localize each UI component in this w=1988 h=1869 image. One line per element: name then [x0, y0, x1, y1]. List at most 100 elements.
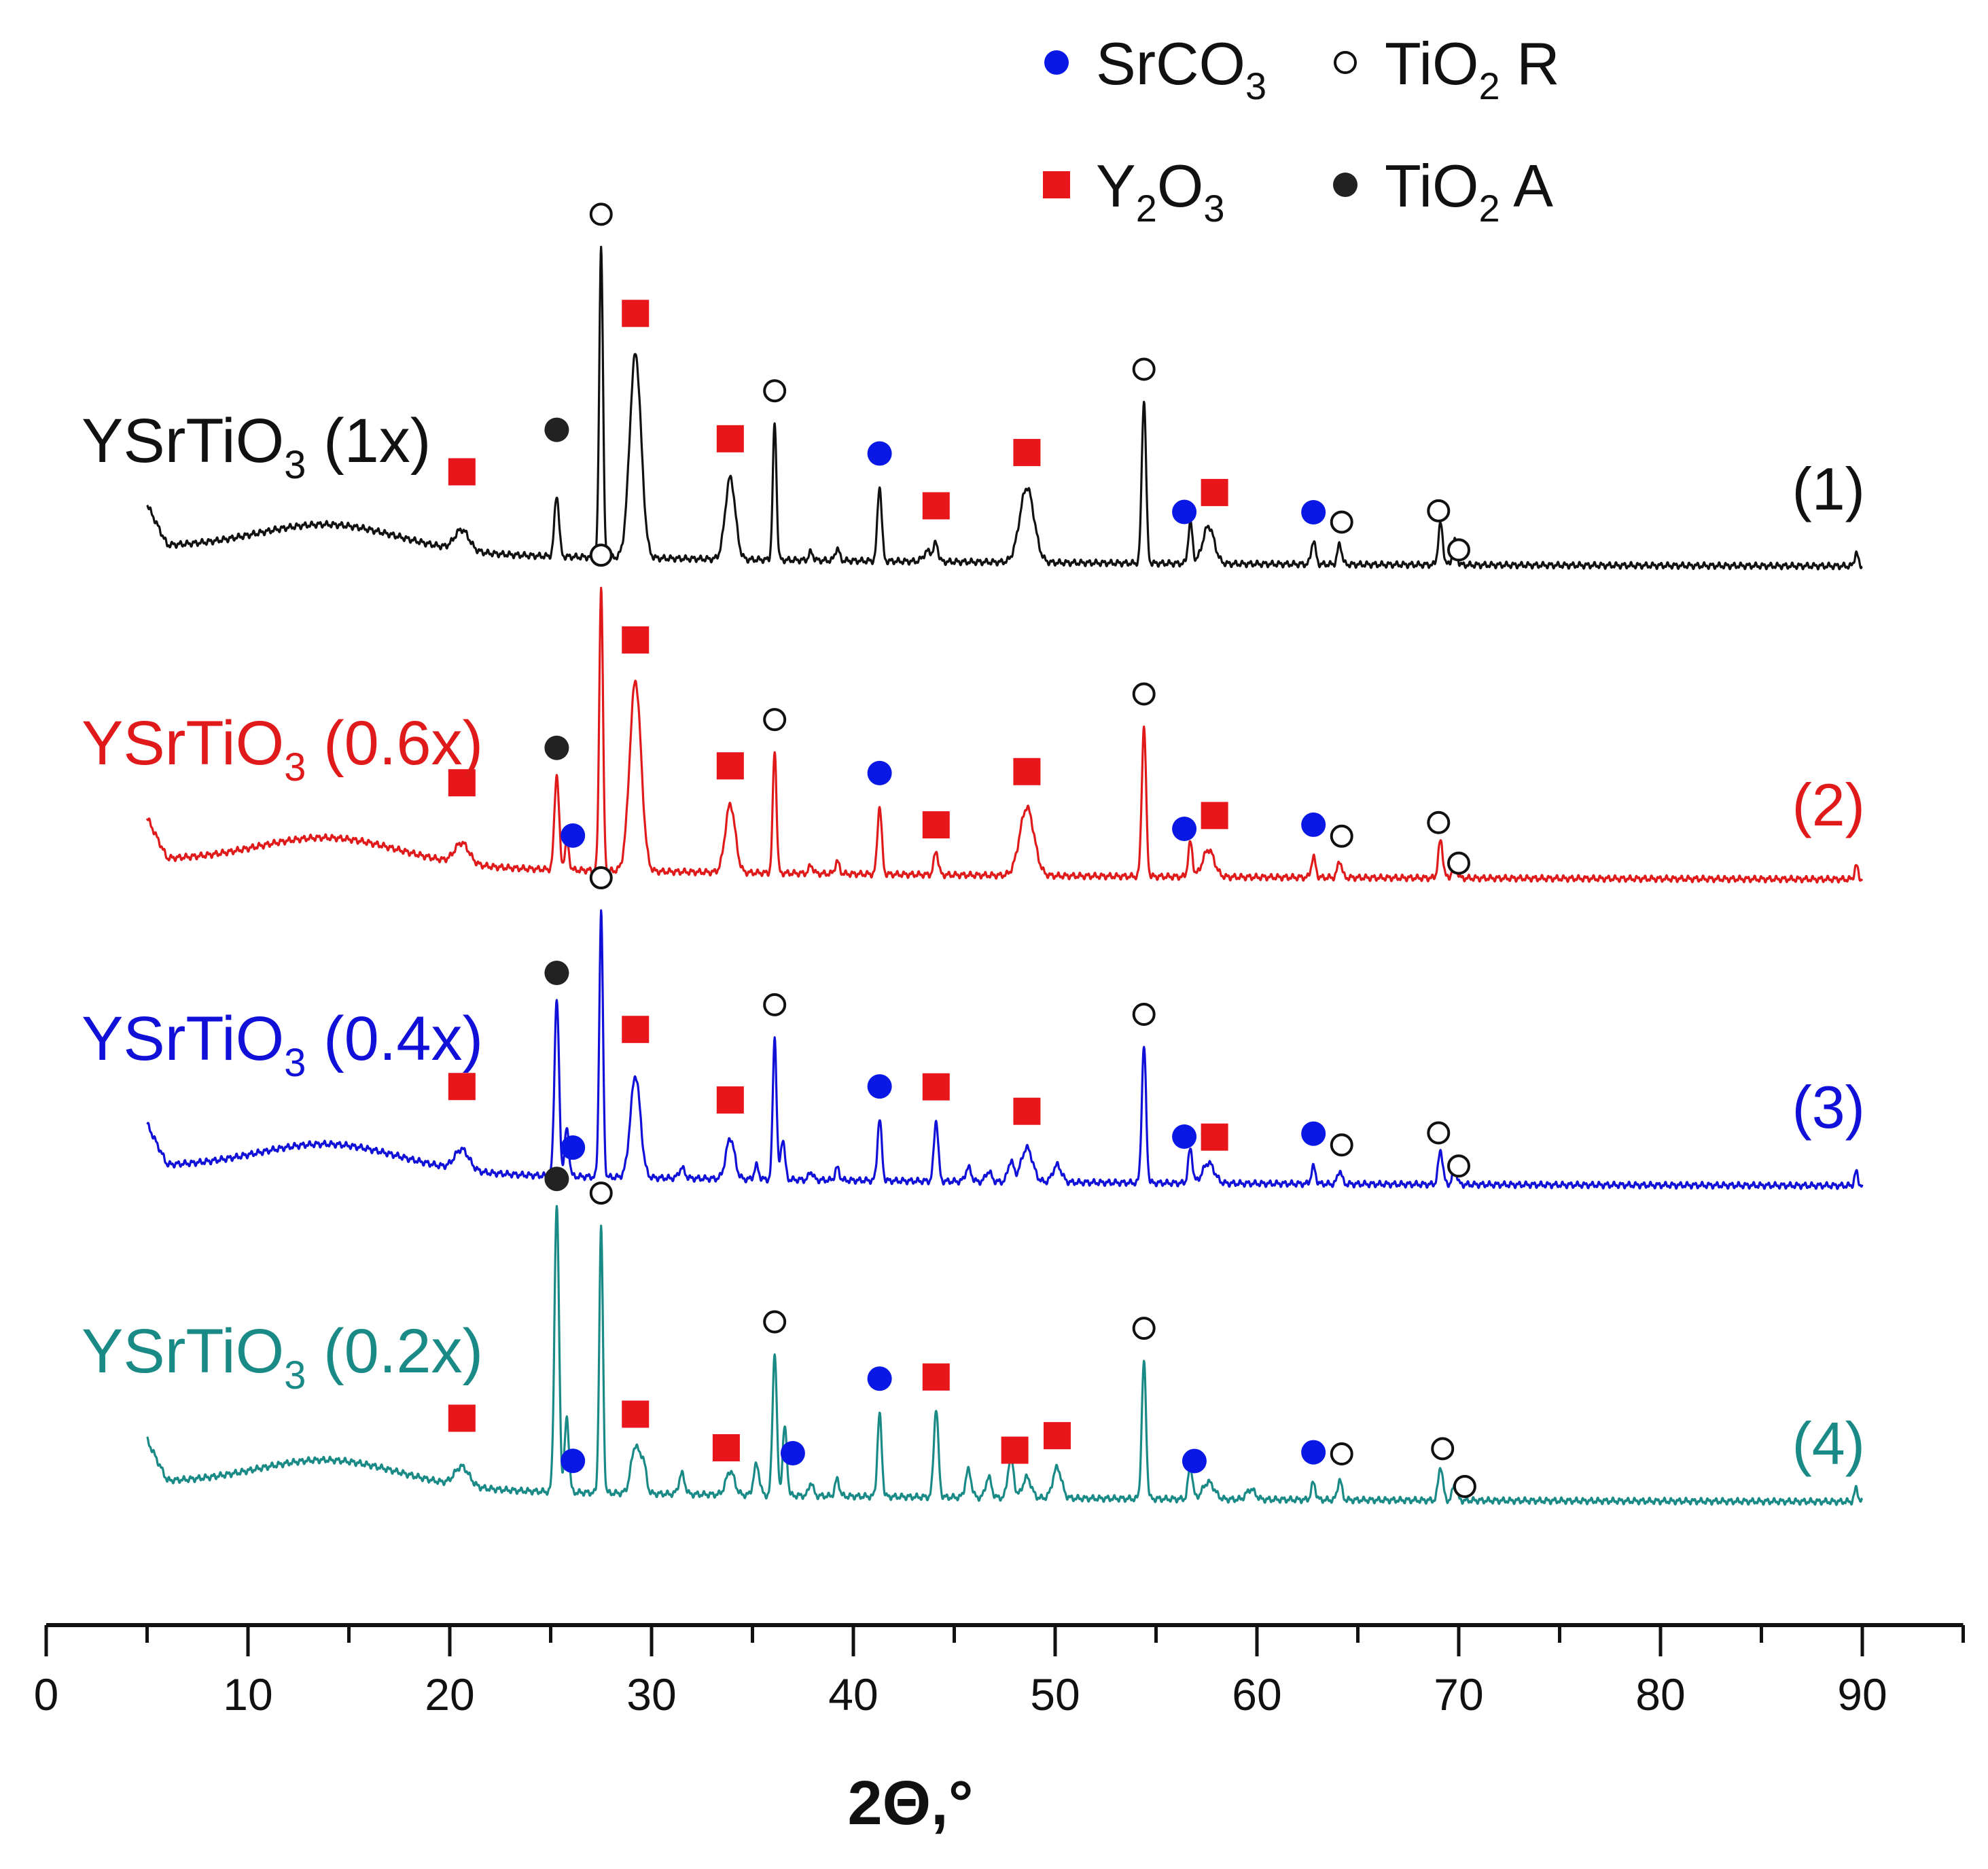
- x-tick-label: 30: [626, 1669, 676, 1720]
- peak-marker-srco3: [1172, 499, 1197, 524]
- legend-item-srco3: SrCO3: [1044, 30, 1266, 107]
- peak-marker-y2o3: [1013, 1097, 1041, 1125]
- series-line-s4: [146, 1205, 1864, 1506]
- peak-marker-y2o3: [716, 752, 744, 780]
- peak-marker-tio2a: [544, 960, 569, 985]
- series-label-s2: YSrTiO3 (0.6x): [82, 709, 483, 789]
- peak-marker-tio2r: [589, 1181, 613, 1205]
- series-number-s1: (1): [1792, 455, 1865, 522]
- peak-marker-srco3: [1172, 817, 1197, 842]
- peak-marker-srco3: [1301, 1440, 1326, 1465]
- series-label-s1: YSrTiO3 (1x): [82, 406, 431, 487]
- legend: SrCO3 TiO2 R Y2O3 TiO2 A: [1043, 30, 1560, 230]
- peak-marker-y2o3: [622, 300, 650, 327]
- peak-marker-y2o3: [448, 1404, 476, 1432]
- peak-marker-tio2r: [1132, 682, 1156, 706]
- peak-marker-y2o3: [1201, 478, 1228, 506]
- peak-marker-y2o3: [1013, 439, 1041, 467]
- legend-marker-tio2a: [1333, 173, 1357, 197]
- peak-marker-srco3: [867, 1074, 892, 1099]
- peak-marker-y2o3: [922, 811, 950, 839]
- series-s2: YSrTiO3 (0.6x) (2): [82, 544, 1865, 884]
- peak-marker-y2o3: [1013, 758, 1041, 785]
- legend-label: TiO2 A: [1385, 152, 1553, 230]
- peak-marker-tio2a: [544, 417, 569, 442]
- series-s1: YSrTiO3 (1x) (1): [82, 202, 1865, 571]
- series-line-s1: [146, 245, 1863, 571]
- x-tick-label: 80: [1635, 1669, 1685, 1720]
- peak-marker-tio2r: [1447, 851, 1470, 875]
- x-tick-label: 10: [223, 1669, 272, 1720]
- peak-marker-tio2r: [1447, 1154, 1470, 1178]
- x-tick-label: 0: [34, 1669, 59, 1720]
- series-layer: YSrTiO3 (1x)(1)YSrTiO3 (0.6x)(2)YSrTiO3 …: [82, 202, 1865, 1506]
- x-tick-label: 40: [828, 1669, 878, 1720]
- peak-marker-tio2r: [1427, 811, 1451, 834]
- peak-marker-tio2r: [763, 1310, 787, 1334]
- peak-marker-tio2r: [1330, 510, 1353, 534]
- peak-marker-srco3: [1301, 1121, 1326, 1146]
- peak-marker-tio2r: [1453, 1474, 1476, 1498]
- x-tick-label: 60: [1232, 1669, 1281, 1720]
- legend-marker-y2o3: [1043, 171, 1070, 198]
- peak-marker-srco3: [780, 1441, 805, 1466]
- peak-marker-tio2r: [589, 544, 613, 567]
- x-tick-label: 50: [1030, 1669, 1080, 1720]
- series-label-s4: YSrTiO3 (0.2x): [82, 1317, 483, 1398]
- x-tick-label: 70: [1434, 1669, 1483, 1720]
- peak-marker-srco3: [561, 1448, 586, 1474]
- x-axis: 0 10 20 30 40 50 60 70 80 90: [34, 1623, 1965, 1720]
- peak-marker-y2o3: [922, 492, 950, 520]
- series-line-s3: [146, 909, 1864, 1190]
- x-axis-title: 2Θ,°: [847, 1768, 973, 1838]
- legend-label: Y2O3: [1096, 152, 1224, 230]
- peak-marker-srco3: [867, 441, 892, 466]
- peak-marker-tio2r: [1132, 357, 1156, 381]
- peak-marker-y2o3: [922, 1073, 950, 1101]
- peak-marker-y2o3: [622, 626, 650, 654]
- legend-marker-srco3: [1044, 50, 1069, 75]
- peak-marker-tio2r: [1330, 1442, 1353, 1466]
- peak-marker-tio2r: [1447, 538, 1470, 562]
- legend-item-tio2r: TiO2 R: [1334, 30, 1560, 107]
- peak-marker-y2o3: [1201, 1123, 1228, 1151]
- peak-marker-tio2r: [763, 708, 787, 732]
- x-tick-label: 90: [1837, 1669, 1887, 1720]
- peak-marker-tio2a: [544, 1167, 569, 1192]
- peak-marker-y2o3: [448, 458, 476, 486]
- peak-marker-tio2r: [1330, 1133, 1353, 1157]
- peak-marker-y2o3: [622, 1400, 650, 1428]
- peak-marker-y2o3: [922, 1363, 950, 1391]
- peak-marker-tio2r: [763, 993, 787, 1016]
- peak-marker-srco3: [867, 760, 892, 785]
- legend-label: SrCO3: [1096, 30, 1266, 107]
- peak-marker-srco3: [867, 1366, 892, 1391]
- peak-marker-y2o3: [716, 425, 744, 452]
- peak-marker-y2o3: [1201, 802, 1228, 830]
- peak-marker-y2o3: [716, 1086, 744, 1114]
- peak-marker-tio2r: [1132, 1317, 1156, 1340]
- peak-marker-tio2r: [1330, 824, 1353, 848]
- peak-marker-tio2r: [1431, 1437, 1455, 1461]
- peak-marker-srco3: [1182, 1448, 1207, 1474]
- series-label-s3: YSrTiO3 (0.4x): [82, 1004, 483, 1085]
- peak-marker-tio2r: [589, 202, 613, 226]
- peak-marker-y2o3: [712, 1434, 740, 1461]
- series-line-s2: [145, 586, 1864, 884]
- peak-marker-tio2r: [1427, 499, 1451, 522]
- legend-item-tio2a: TiO2 A: [1333, 152, 1553, 230]
- peak-marker-tio2r: [1427, 1121, 1451, 1145]
- peak-marker-y2o3: [448, 769, 476, 797]
- peak-marker-srco3: [1301, 812, 1326, 837]
- legend-label: TiO2 R: [1385, 30, 1560, 107]
- series-number-s3: (3): [1792, 1073, 1865, 1141]
- peak-marker-y2o3: [1001, 1436, 1029, 1464]
- peak-marker-srco3: [561, 1135, 586, 1160]
- peak-marker-tio2r: [1132, 1003, 1156, 1027]
- x-tick-label: 20: [425, 1669, 474, 1720]
- legend-marker-tio2r: [1334, 51, 1357, 74]
- series-number-s4: (4): [1792, 1410, 1865, 1477]
- peak-marker-srco3: [561, 823, 586, 848]
- peak-marker-tio2a: [544, 735, 569, 760]
